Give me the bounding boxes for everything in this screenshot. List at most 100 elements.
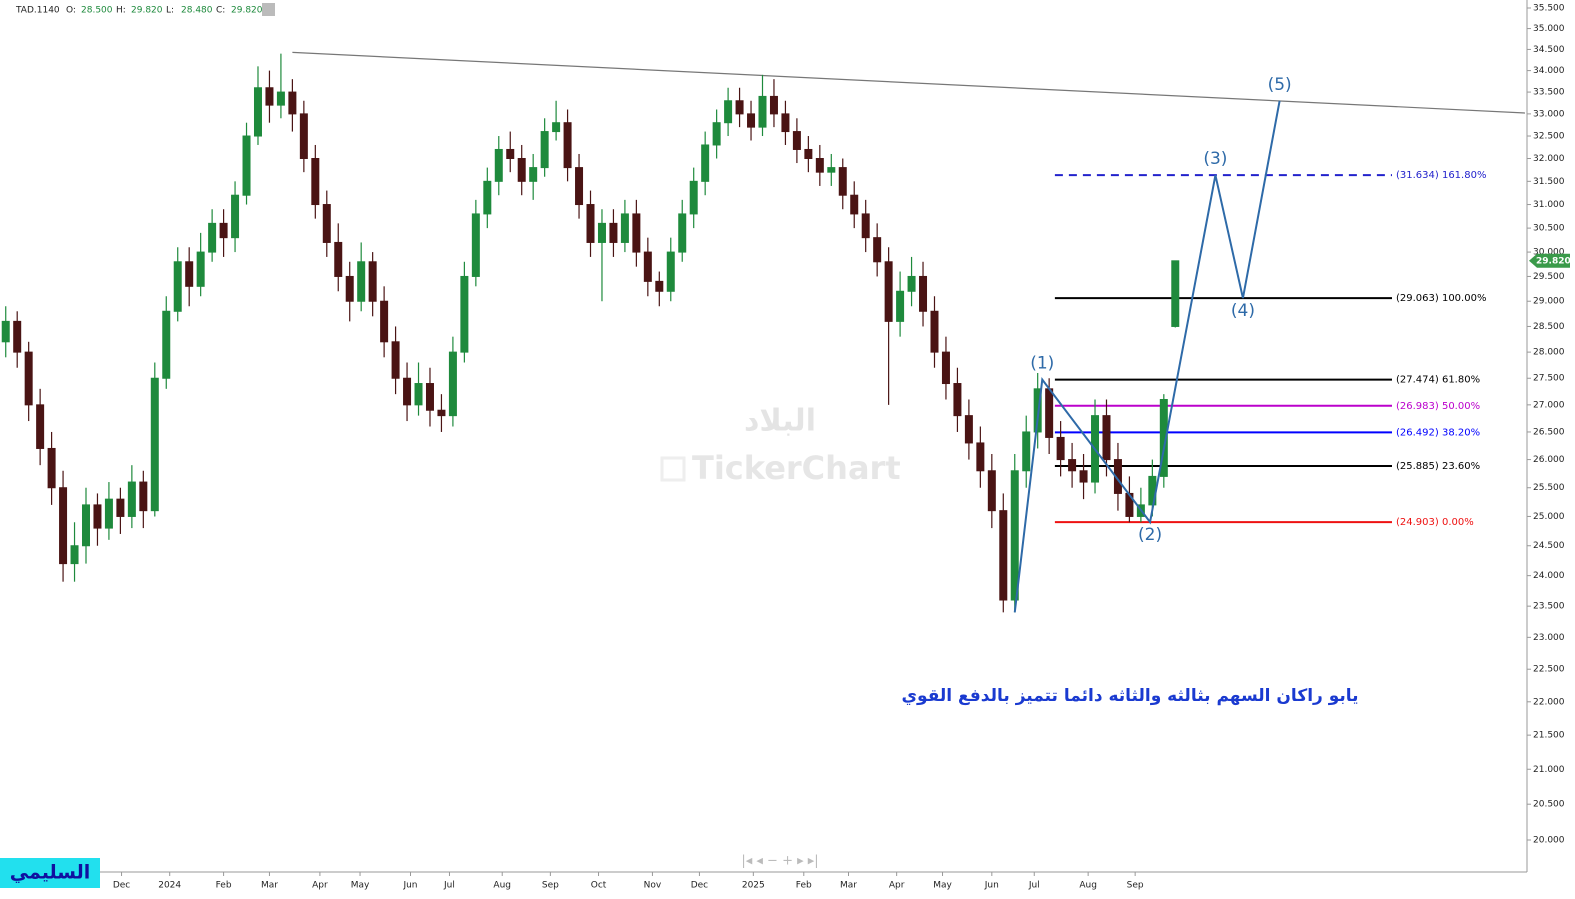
y-tick-label: 21.500	[1533, 731, 1565, 741]
wave-label: (3)	[1203, 149, 1227, 169]
candle-body	[815, 158, 824, 173]
candle-body	[139, 481, 148, 512]
candle-body	[758, 95, 767, 128]
candle-body	[1045, 388, 1054, 438]
trendline	[292, 51, 1526, 114]
y-tick-label: 27.500	[1533, 374, 1565, 384]
candle-body	[13, 320, 22, 353]
candle-body	[162, 310, 171, 379]
candle-body	[632, 213, 641, 253]
candle-body	[24, 351, 33, 406]
y-tick-label: 33.500	[1533, 88, 1565, 98]
candle-body	[724, 100, 733, 124]
candle-body	[322, 204, 331, 243]
field-value: 29.820	[231, 6, 263, 16]
candle-body	[196, 251, 205, 287]
candle-body	[896, 290, 905, 322]
field-name: L:	[166, 6, 174, 16]
y-tick-label: 30.500	[1533, 224, 1565, 234]
x-tick-label: May	[933, 881, 952, 891]
candle-body	[655, 280, 664, 292]
header: TAD.1140 O: 28.500 H: 29.820 L: 28.480 C: 29.82…	[15, 6, 263, 16]
y-tick-label: 31.000	[1533, 200, 1565, 210]
candle-body	[540, 131, 549, 169]
candle-body	[552, 122, 561, 133]
x-tick-label: Feb	[796, 881, 812, 891]
candle-body	[127, 481, 136, 517]
y-tick-label: 23.000	[1533, 633, 1565, 643]
y-tick-label: 28.500	[1533, 322, 1565, 332]
candle-body	[448, 351, 457, 417]
candle-body	[116, 498, 125, 517]
x-tick-label: Jun	[984, 881, 999, 891]
x-tick-label: 2025	[742, 881, 765, 891]
candle-body	[643, 251, 652, 282]
y-tick-label: 26.500	[1533, 427, 1565, 437]
candle-body	[850, 194, 859, 215]
candle-body	[288, 91, 297, 115]
candle-body	[678, 213, 687, 253]
candle-body	[150, 377, 159, 512]
x-tick-label: Aug	[493, 881, 511, 891]
candle-body	[1102, 415, 1111, 461]
menu-button[interactable]	[262, 3, 275, 16]
candle-body	[208, 222, 217, 253]
candle-body	[747, 113, 756, 128]
x-tick-label: Sep	[542, 881, 559, 891]
candle-body	[403, 377, 412, 406]
candle-body	[299, 113, 308, 160]
y-tick-label: 32.500	[1533, 132, 1565, 142]
candle-body	[59, 487, 68, 565]
x-tick-label: May	[351, 881, 370, 891]
fib-label: (27.474) 61.80%	[1396, 375, 1480, 386]
candle-body	[941, 351, 950, 385]
candle-body	[701, 144, 710, 182]
y-tick-label: 30.000	[1533, 248, 1565, 258]
watermark: TickerChart	[692, 449, 901, 487]
x-tick-label: Jun	[402, 881, 417, 891]
candle-body	[334, 241, 343, 277]
x-tick-label: Dec	[691, 881, 708, 891]
candle-body	[471, 213, 480, 277]
x-tick-label: Aug	[1079, 881, 1097, 891]
fib-label: (26.983) 50.00%	[1396, 401, 1480, 412]
y-tick-label: 24.000	[1533, 571, 1565, 581]
candle-body	[311, 158, 320, 206]
fib-label: (29.063) 100.00%	[1396, 293, 1486, 304]
wave-label: (2)	[1138, 525, 1162, 545]
candle-body	[1056, 436, 1065, 461]
candle-body	[884, 261, 893, 322]
x-tick-label: Nov	[644, 881, 662, 891]
candle-body	[620, 213, 629, 243]
candle-body	[953, 383, 962, 417]
candle-body	[781, 113, 790, 133]
field-name: O:	[66, 6, 76, 16]
candle-body	[597, 222, 606, 243]
fib-label: (24.903) 0.00%	[1396, 517, 1474, 528]
candle-body	[838, 167, 847, 196]
candle-body	[173, 261, 182, 312]
candle-body	[563, 122, 572, 169]
watermark-icon	[660, 456, 686, 482]
candle-body	[1022, 431, 1031, 472]
author: السليمي	[10, 862, 90, 884]
candle-body	[529, 167, 538, 182]
x-tick-label: Dec	[113, 881, 130, 891]
y-tick-label: 34.000	[1533, 66, 1565, 76]
field-value: 29.820	[131, 6, 163, 16]
nav-controls[interactable]: |◂ ◂ − + ▸ ▸|	[741, 854, 818, 869]
y-tick-label: 28.000	[1533, 348, 1565, 358]
candle-body	[919, 275, 928, 312]
candle-body	[964, 415, 973, 444]
candle-body	[1159, 398, 1168, 477]
y-tick-label: 25.500	[1533, 483, 1565, 493]
candle-body	[827, 167, 836, 173]
candle-body	[506, 148, 515, 160]
y-tick-label: 22.000	[1533, 697, 1565, 707]
candle-body	[1, 320, 10, 343]
fib-label: (31.634) 161.80%	[1396, 170, 1486, 181]
candle-body	[253, 87, 262, 137]
field-name: H:	[116, 6, 126, 16]
candle-body	[380, 300, 389, 343]
